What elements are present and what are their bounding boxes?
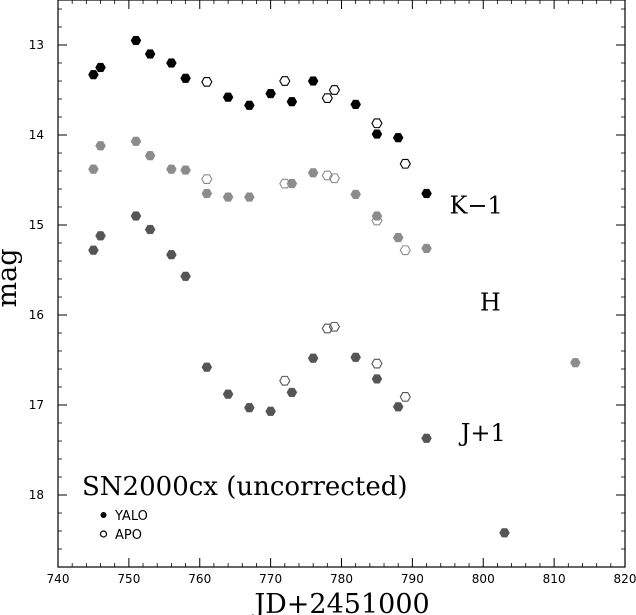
point-jplus1-yalo — [421, 433, 432, 443]
chart-title: SN2000cx (uncorrected) — [82, 472, 408, 502]
y-tick-label: 13 — [29, 38, 44, 52]
x-tick-label: 800 — [472, 572, 495, 586]
point-h-yalo — [88, 164, 99, 174]
x-tick-label: 770 — [259, 572, 282, 586]
legend-label-yalo: YALO — [114, 509, 148, 524]
x-tick-label: 790 — [401, 572, 424, 586]
point-kminus1-yalo — [95, 62, 106, 73]
x-tick-label: 820 — [614, 572, 636, 586]
point-h-apo — [371, 215, 383, 226]
data-points — [88, 35, 581, 538]
point-kminus1-apo — [371, 118, 383, 129]
point-jplus1-yalo — [265, 406, 276, 416]
point-h-yalo — [307, 168, 319, 178]
legend-label-apo: APO — [115, 528, 142, 543]
point-kminus1-yalo — [180, 73, 191, 83]
point-kminus1-yalo — [265, 89, 276, 99]
point-jplus1-yalo — [144, 224, 156, 235]
y-axis-label: mag — [0, 249, 23, 308]
point-jplus1-apo — [279, 375, 291, 386]
point-kminus1-yalo — [88, 70, 99, 80]
point-h-yalo — [180, 165, 191, 175]
axis-ticks: 740 750 760 770 780 790 800 810 820 13 14 15 16 17 18 — [29, 0, 636, 586]
legend-marker-apo — [99, 530, 108, 538]
point-h-yalo — [244, 192, 255, 202]
point-h-yalo — [222, 192, 234, 202]
point-kminus1-yalo — [166, 58, 177, 68]
point-kminus1-yalo — [222, 92, 234, 102]
point-kminus1-yalo — [130, 35, 142, 46]
x-axis-label: JD+2451000 — [251, 589, 429, 615]
y-tick-label: 18 — [29, 488, 44, 502]
point-kminus1-apo — [279, 76, 291, 86]
point-jplus1-yalo — [244, 403, 255, 413]
point-kminus1-yalo — [244, 100, 255, 110]
point-jplus1-yalo — [371, 374, 383, 384]
point-kminus1-yalo — [286, 97, 298, 107]
point-jplus1-yalo — [180, 271, 191, 281]
point-kminus1-yalo — [144, 49, 156, 59]
point-h-yalo — [421, 243, 432, 253]
point-h-apo — [399, 245, 411, 256]
x-tick-label: 810 — [543, 572, 566, 586]
point-h-yalo — [350, 189, 361, 199]
point-jplus1-apo — [321, 323, 333, 334]
legend: YALO APO — [99, 509, 148, 543]
point-h-apo — [279, 178, 291, 189]
x-tick-label: 780 — [330, 572, 353, 586]
point-jplus1-yalo — [201, 362, 213, 372]
x-tick-label: 750 — [117, 572, 140, 586]
point-jplus1-yalo — [392, 402, 404, 412]
point-jplus1-yalo — [166, 250, 177, 260]
point-h-yalo — [286, 179, 298, 189]
point-jplus1-yalo — [88, 245, 99, 255]
point-h-yalo — [570, 358, 581, 368]
y-tick-label: 16 — [29, 308, 44, 322]
point-h-yalo — [201, 188, 213, 199]
point-kminus1-apo — [399, 158, 411, 169]
band-label: H — [480, 289, 501, 317]
point-kminus1-yalo — [371, 129, 383, 139]
point-kminus1-apo — [201, 77, 213, 87]
legend-marker-yalo — [100, 512, 107, 518]
point-kminus1-yalo — [421, 188, 432, 199]
point-jplus1-yalo — [130, 211, 142, 221]
point-h-yalo — [144, 151, 156, 161]
point-h-apo — [201, 174, 213, 184]
point-h-yalo — [392, 233, 404, 243]
point-jplus1-yalo — [350, 352, 361, 362]
point-jplus1-yalo — [286, 387, 298, 397]
point-kminus1-yalo — [392, 133, 404, 143]
point-h-apo — [328, 173, 341, 184]
point-jplus1-yalo — [499, 528, 510, 538]
point-jplus1-yalo — [222, 389, 234, 399]
y-tick-label: 15 — [29, 218, 44, 232]
point-kminus1-yalo — [307, 76, 319, 86]
band-labels: K−1 H J+1 — [450, 191, 506, 447]
point-jplus1-yalo — [307, 353, 319, 363]
band-label: J+1 — [458, 419, 506, 447]
point-jplus1-apo — [371, 358, 383, 369]
point-h-yalo — [95, 141, 106, 151]
point-jplus1-apo — [399, 392, 411, 402]
point-h-yalo — [166, 164, 177, 174]
y-tick-label: 17 — [29, 398, 44, 412]
point-kminus1-apo — [321, 93, 333, 103]
point-h-yalo — [130, 136, 142, 146]
point-jplus1-apo — [328, 321, 341, 332]
y-tick-label: 14 — [29, 128, 44, 142]
point-jplus1-yalo — [95, 231, 106, 241]
x-tick-label: 740 — [47, 572, 70, 586]
point-kminus1-yalo — [350, 99, 361, 109]
band-label: K−1 — [450, 191, 503, 219]
point-kminus1-apo — [328, 85, 341, 95]
x-tick-label: 760 — [188, 572, 211, 586]
